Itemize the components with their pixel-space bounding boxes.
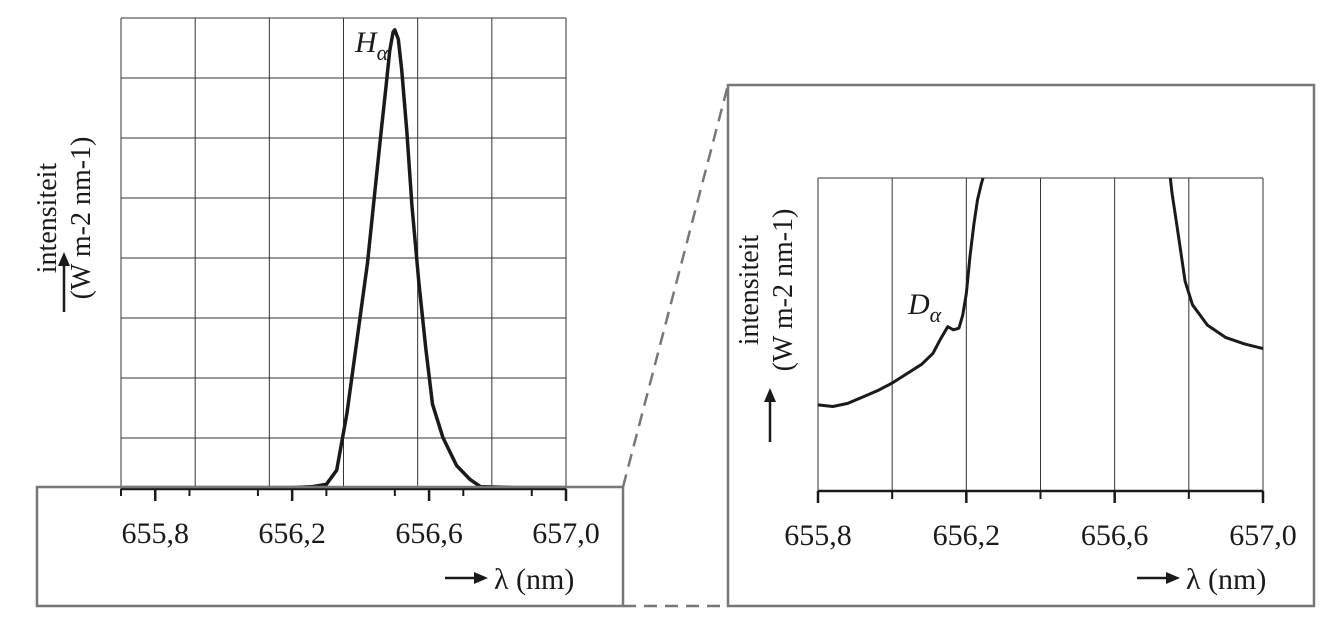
svg-text:intensiteit: intensiteit: [734, 235, 765, 346]
zoom-x-tick-label: 655,8: [784, 519, 852, 552]
zoom-x-tick-label: 656,6: [1081, 519, 1149, 552]
overview-y-axis-title: intensiteit (W m-2 nm-1): [32, 137, 97, 300]
overview-chart: 655,8 656,2 656,6 657,0 Hα intensiteit (W m…: [32, 17, 625, 608]
svg-text:(W m-2 nm-1): (W m-2 nm-1): [768, 209, 799, 372]
overview-x-axis-title: λ (nm): [445, 563, 574, 596]
zoom-grid: [817, 177, 1264, 491]
zoom-panel-frame: [726, 83, 1316, 608]
svg-text:(W m-2 nm-1): (W m-2 nm-1): [66, 137, 97, 300]
peak-label-d: Dα: [907, 288, 942, 327]
svg-text:λ (nm): λ (nm): [1186, 563, 1266, 596]
zoom-spectrum-line-left: [817, 177, 985, 408]
overview-grid: [120, 17, 567, 489]
overview-spectrum-line: [121, 28, 566, 490]
peak-label-h: Hα: [354, 26, 389, 65]
zoom-x-axis-title: λ (nm): [1137, 563, 1266, 596]
overview-x-tick-label: 657,0: [532, 517, 600, 550]
zoom-x-tick-label: 657,0: [1229, 519, 1297, 552]
zoom-x-ticks: 655,8 656,2 656,6 657,0: [784, 491, 1297, 552]
zoom-spectrum-line-right: [1168, 177, 1264, 351]
zoom-region-box: [35, 485, 625, 608]
overview-y-arrow-icon: [58, 252, 70, 312]
overview-x-tick-label: 656,6: [395, 517, 463, 550]
svg-text:λ (nm): λ (nm): [494, 563, 574, 596]
zoom-y-axis-title: intensiteit (W m-2 nm-1): [734, 209, 799, 372]
svg-text:intensiteit: intensiteit: [32, 163, 63, 274]
zoom-chart: 655,8 656,2 656,6 657,0 Dα intensiteit (W m…: [726, 83, 1316, 608]
overview-x-tick-label: 655,8: [121, 517, 189, 550]
zoom-connector-top: [621, 84, 730, 488]
overview-x-ticks: 655,8 656,2 656,6 657,0: [120, 489, 600, 550]
overview-x-tick-label: 656,2: [258, 517, 326, 550]
zoom-x-tick-label: 656,2: [933, 519, 1001, 552]
zoom-y-arrow-icon: [764, 388, 776, 442]
